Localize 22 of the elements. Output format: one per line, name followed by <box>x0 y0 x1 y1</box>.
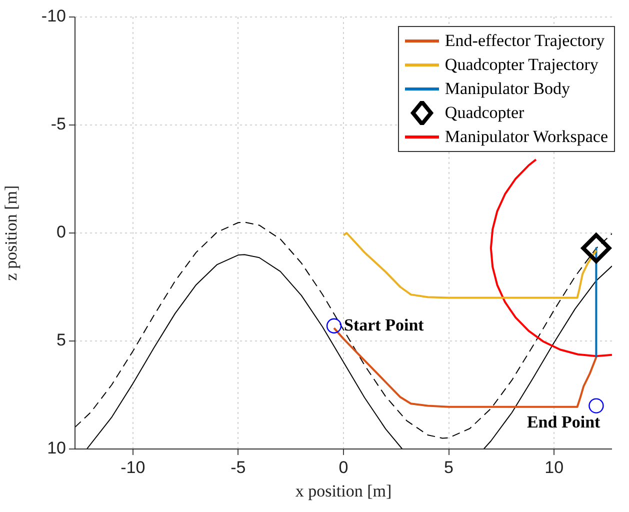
y-tick-label: -10 <box>41 6 66 26</box>
legend-label: Quadcopter Trajectory <box>444 54 598 76</box>
x-tick-label: -5 <box>230 458 246 477</box>
point <box>326 318 342 334</box>
y-axis-title: z position [m] <box>2 185 21 281</box>
x-tick-label: 0 <box>338 458 348 477</box>
legend-label: End-effector Trajectory <box>444 30 605 52</box>
x-axis-title: x position [m] <box>295 481 392 500</box>
y-tick-label: 0 <box>56 222 66 242</box>
x-tick-label: 5 <box>444 458 454 477</box>
annotation: End Point <box>526 412 601 432</box>
legend-label: Manipulator Workspace <box>444 126 608 148</box>
point <box>588 398 604 414</box>
x-tick-label: 10 <box>544 458 564 477</box>
y-tick-label: 10 <box>47 438 66 458</box>
y-tick-label: 5 <box>56 330 66 350</box>
legend-label: Manipulator Body <box>444 78 570 100</box>
point <box>581 233 612 264</box>
annotation: Start Point <box>344 315 424 334</box>
y-tick-label: -5 <box>50 114 66 134</box>
x-tick-label: -10 <box>120 458 146 477</box>
legend-label: Quadcopter <box>444 102 524 124</box>
